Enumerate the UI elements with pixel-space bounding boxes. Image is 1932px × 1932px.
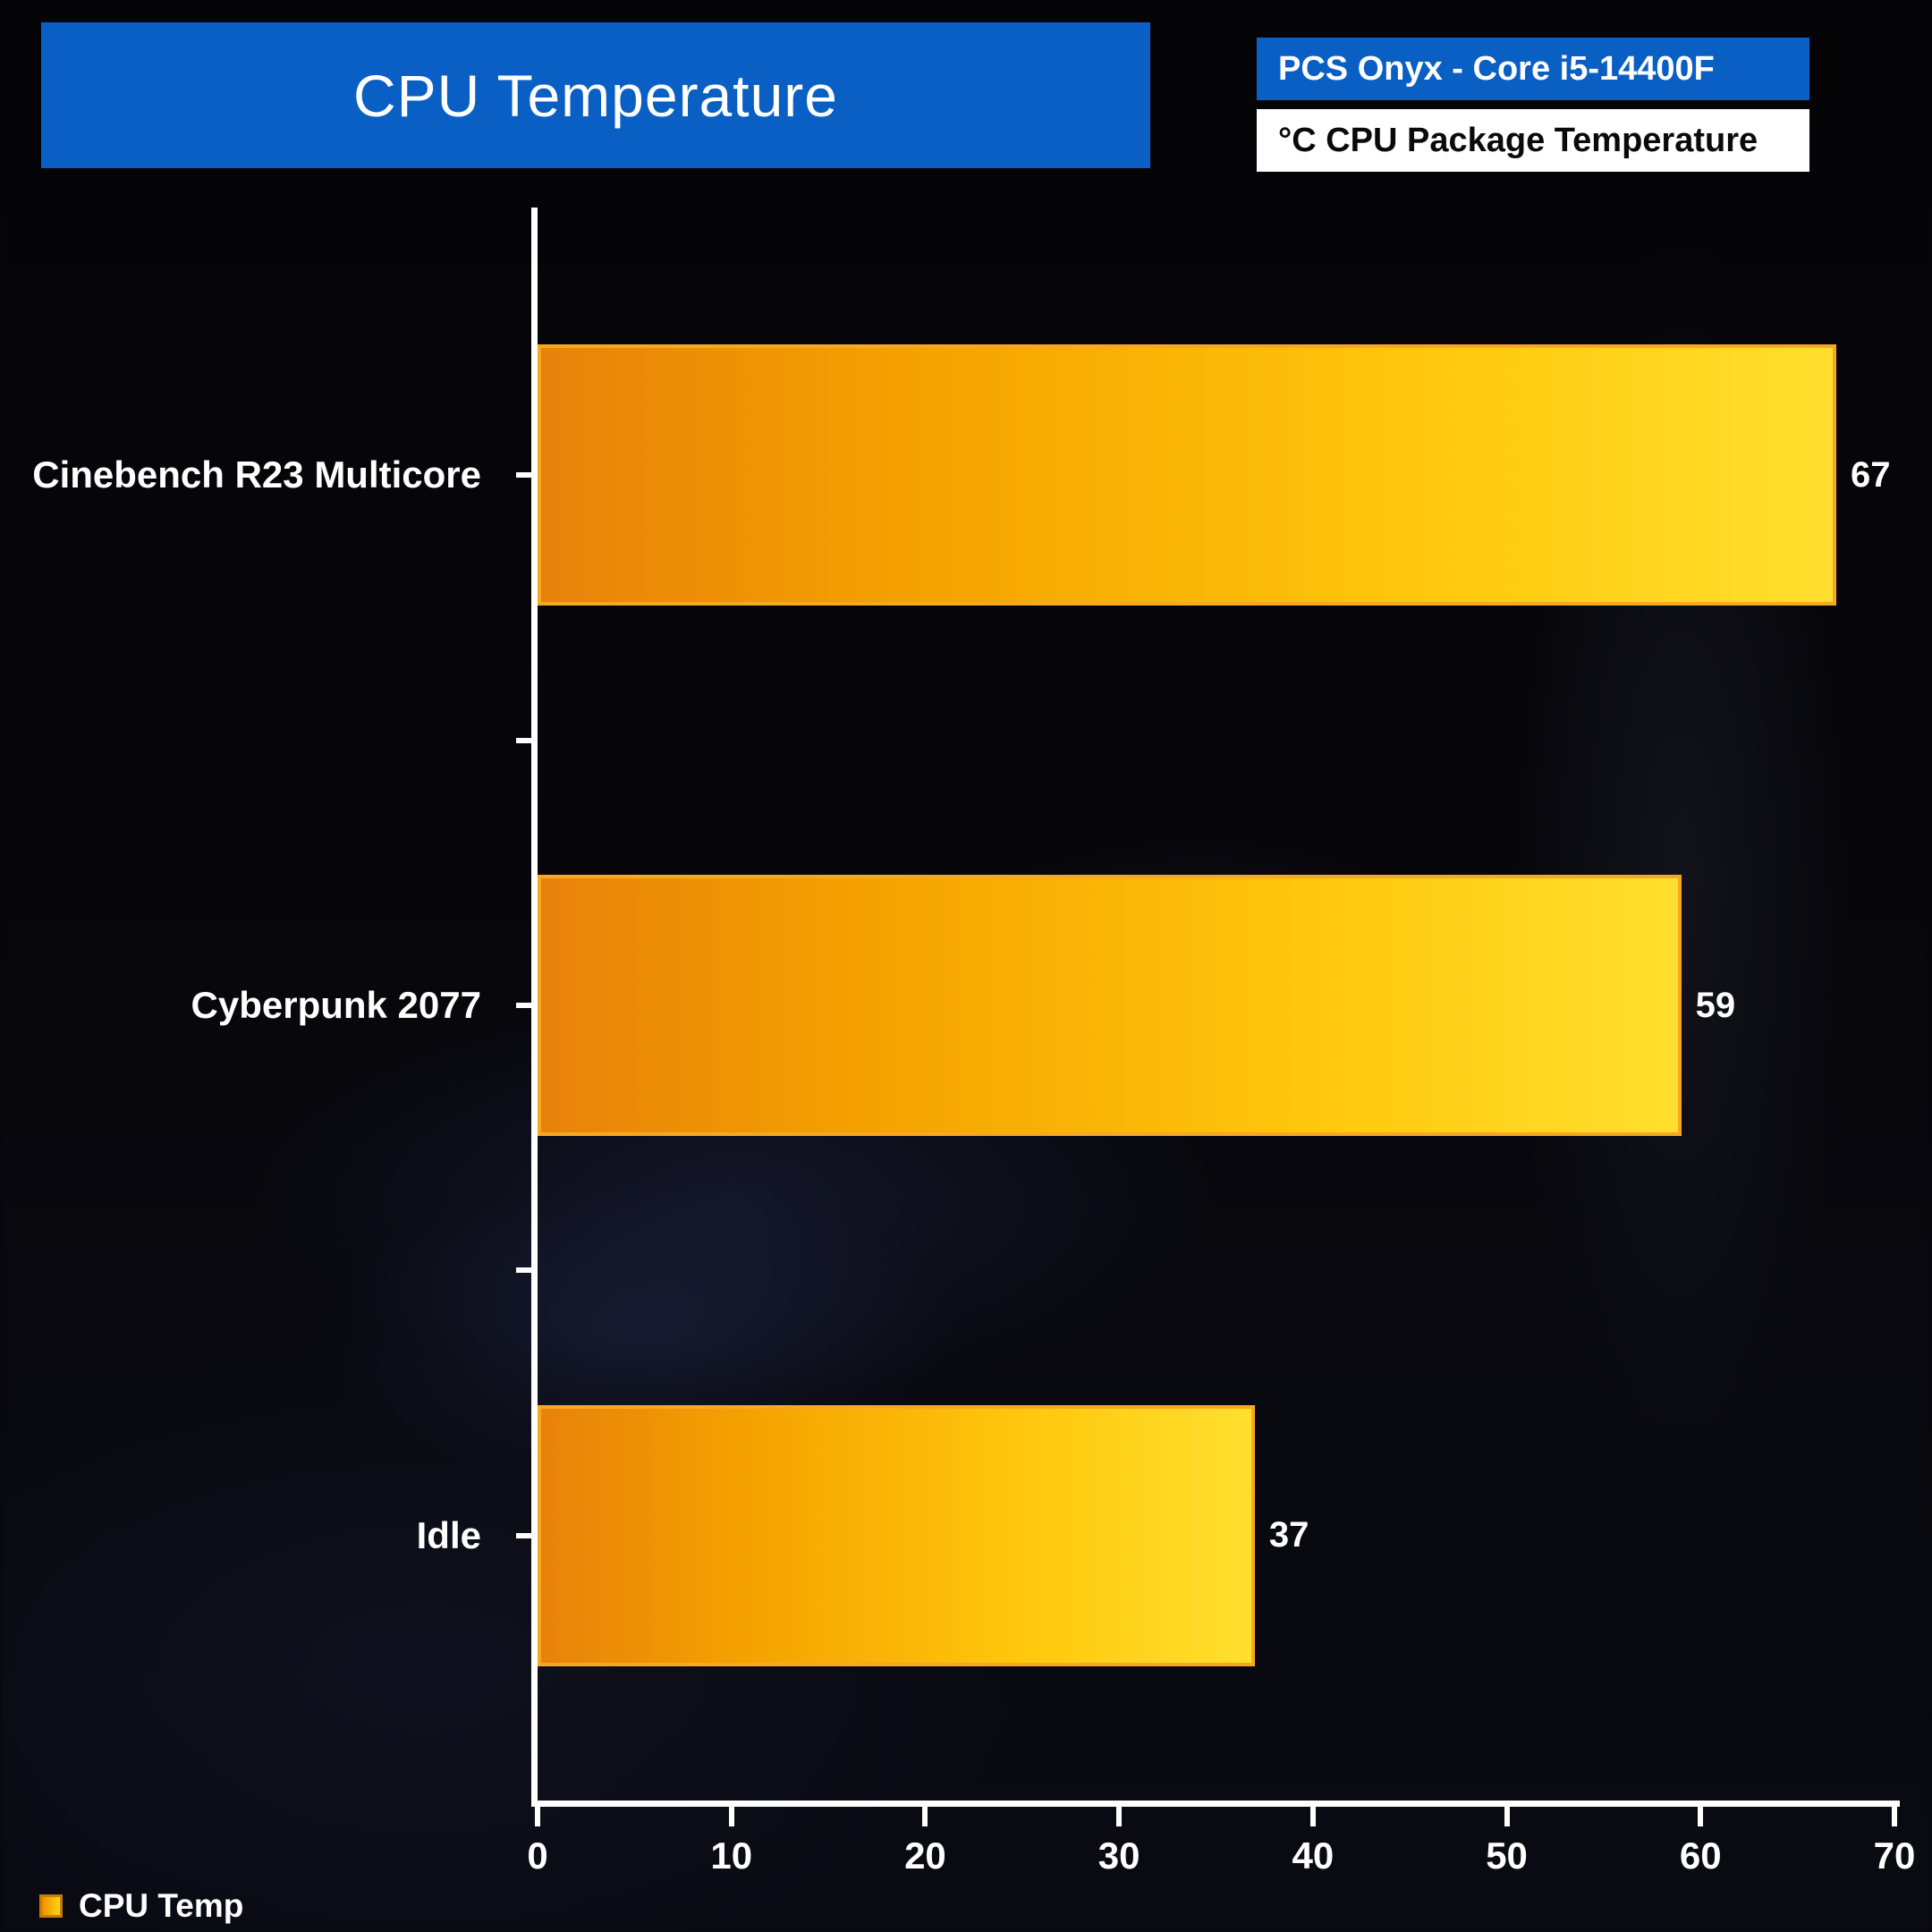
metric-badge: °C CPU Package Temperature xyxy=(1257,109,1809,172)
metric-label: °C CPU Package Temperature xyxy=(1278,121,1758,159)
legend-swatch-icon xyxy=(39,1894,63,1918)
system-name-badge: PCS Onyx - Core i5-14400F xyxy=(1257,38,1809,100)
y-axis-tick xyxy=(516,472,538,479)
x-axis-tick-label: 0 xyxy=(527,1835,548,1877)
bar-1 xyxy=(538,344,1836,606)
x-axis-tick-label: 20 xyxy=(904,1835,946,1877)
x-axis-tick-label: 70 xyxy=(1873,1835,1916,1877)
legend-label: CPU Temp xyxy=(79,1887,244,1924)
legend: CPU Temp xyxy=(39,1887,243,1925)
bar-value-label: 59 xyxy=(1695,985,1736,1025)
x-axis-tick xyxy=(728,1807,734,1826)
y-axis-boundary-tick xyxy=(516,1267,538,1274)
x-axis-tick-label: 30 xyxy=(1097,1835,1140,1877)
category-label: Cyberpunk 2077 xyxy=(191,984,481,1026)
x-axis-tick xyxy=(535,1807,540,1826)
category-labels-area: Cinebench R23 Multicore Cyberpunk 2077 Idl… xyxy=(0,210,506,1801)
bar-row: 67 xyxy=(538,344,1894,606)
x-axis-tick xyxy=(1116,1807,1123,1826)
x-axis-line xyxy=(531,1801,1900,1807)
plot-area: 67 59 37 xyxy=(538,210,1894,1801)
x-axis-tick xyxy=(1892,1807,1897,1826)
bar-value-label: 67 xyxy=(1850,454,1891,495)
bar-2 xyxy=(538,875,1682,1136)
x-axis-tick-label: 50 xyxy=(1486,1835,1528,1877)
category-label: Idle xyxy=(416,1513,481,1556)
x-axis-tick-label: 60 xyxy=(1679,1835,1722,1877)
bar-row: 59 xyxy=(538,875,1894,1136)
x-axis-tick xyxy=(1698,1807,1704,1826)
chart-title-box: CPU Temperature xyxy=(41,22,1150,168)
chart-title: CPU Temperature xyxy=(352,62,838,129)
y-axis-tick xyxy=(516,1003,538,1008)
y-axis-boundary-tick xyxy=(516,737,538,743)
bar-value-label: 37 xyxy=(1268,1515,1309,1555)
y-axis-tick xyxy=(516,1532,538,1538)
x-axis-tick xyxy=(922,1807,928,1826)
category-label: Cinebench R23 Multicore xyxy=(32,453,481,496)
x-axis-tick xyxy=(1309,1807,1316,1826)
x-axis-tick xyxy=(1504,1807,1510,1826)
x-axis-tick-label: 10 xyxy=(710,1835,753,1877)
bar-row: 37 xyxy=(538,1404,1894,1666)
system-name-label: PCS Onyx - Core i5-14400F xyxy=(1278,49,1715,88)
bar-3 xyxy=(538,1404,1255,1666)
x-axis-tick-label: 40 xyxy=(1292,1835,1335,1877)
